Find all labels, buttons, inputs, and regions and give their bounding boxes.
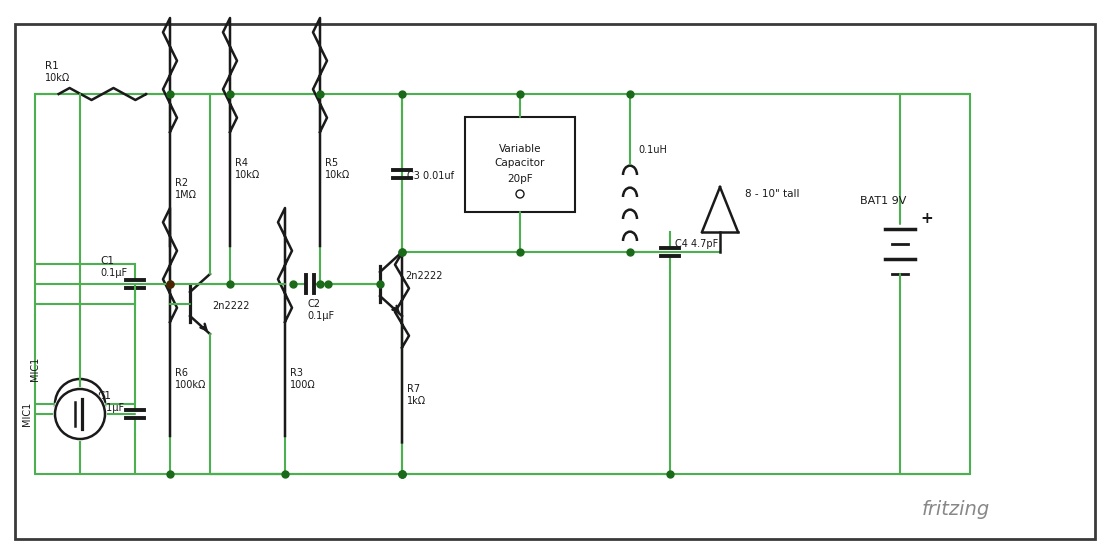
Text: 0.1μF: 0.1μF [97,403,124,413]
Text: 20pF: 20pF [507,174,532,184]
Text: R1: R1 [45,61,59,71]
Text: C3 0.01uf: C3 0.01uf [407,171,455,181]
Text: 8 - 10" tall: 8 - 10" tall [745,189,800,199]
Text: MIC1: MIC1 [30,357,40,381]
Text: fritzing: fritzing [921,500,990,519]
Text: R6
100kΩ: R6 100kΩ [175,368,206,390]
Text: 10kΩ: 10kΩ [45,73,70,83]
Text: C1: C1 [100,256,114,266]
Text: Variable: Variable [499,144,541,154]
Text: 2n2222: 2n2222 [212,301,250,311]
Text: MIC1: MIC1 [22,402,32,426]
Text: R4
10kΩ: R4 10kΩ [235,158,261,180]
Text: R7
1kΩ: R7 1kΩ [407,384,427,406]
Text: R3
100Ω: R3 100Ω [290,368,315,390]
Text: C4 4.7pF: C4 4.7pF [675,239,719,249]
Text: 0.1uH: 0.1uH [638,145,667,155]
Text: R2
1MΩ: R2 1MΩ [175,178,197,200]
Text: +: + [920,212,932,227]
Text: 0.1μF: 0.1μF [100,268,127,278]
Text: C2
0.1μF: C2 0.1μF [307,299,334,321]
Text: BAT1 9V: BAT1 9V [860,196,907,206]
Circle shape [53,387,107,441]
Text: C1: C1 [97,391,111,401]
Text: 2n2222: 2n2222 [405,271,442,281]
Text: R5
10kΩ: R5 10kΩ [325,158,350,180]
Text: Capacitor: Capacitor [495,158,545,168]
